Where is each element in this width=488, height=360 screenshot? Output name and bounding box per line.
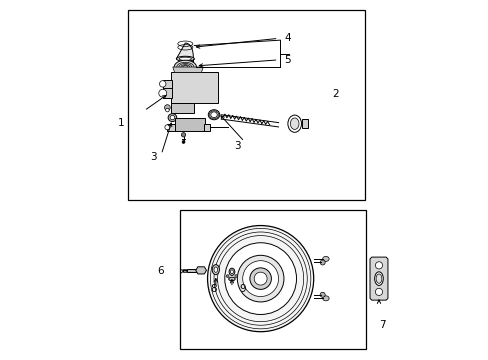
Ellipse shape (208, 110, 219, 120)
Circle shape (181, 133, 185, 137)
Text: 4: 4 (284, 33, 290, 43)
Circle shape (182, 140, 184, 143)
Polygon shape (369, 257, 387, 300)
Bar (128, 10, 364, 200)
Ellipse shape (228, 268, 234, 275)
Polygon shape (195, 267, 206, 274)
Bar (171, 72, 217, 103)
Text: 6: 6 (157, 266, 163, 276)
Circle shape (254, 272, 266, 285)
Circle shape (159, 89, 166, 97)
Text: 3: 3 (234, 141, 240, 151)
Ellipse shape (174, 60, 196, 74)
Text: 8: 8 (210, 284, 217, 294)
Circle shape (164, 125, 169, 130)
Circle shape (164, 105, 170, 111)
Circle shape (249, 268, 271, 289)
Bar (174, 118, 204, 131)
Bar (163, 87, 171, 98)
Ellipse shape (179, 57, 191, 60)
Ellipse shape (228, 277, 235, 281)
Circle shape (234, 275, 237, 278)
Circle shape (237, 255, 284, 302)
Bar (187, 269, 198, 272)
Polygon shape (176, 43, 194, 75)
Circle shape (224, 243, 296, 315)
Text: 1: 1 (117, 118, 124, 128)
Text: 9: 9 (239, 284, 245, 294)
Circle shape (165, 108, 169, 112)
Text: 3: 3 (149, 152, 156, 162)
Ellipse shape (290, 118, 298, 130)
Ellipse shape (170, 116, 174, 120)
Ellipse shape (374, 272, 383, 285)
Circle shape (226, 275, 228, 278)
Ellipse shape (230, 270, 233, 274)
Text: 7: 7 (379, 320, 385, 330)
Circle shape (320, 292, 325, 297)
Ellipse shape (375, 274, 381, 283)
Circle shape (320, 260, 325, 265)
Bar (163, 80, 171, 88)
Ellipse shape (322, 296, 328, 301)
Text: 2: 2 (332, 89, 339, 99)
Circle shape (207, 226, 313, 332)
Circle shape (159, 81, 165, 87)
Ellipse shape (322, 256, 328, 261)
Bar (183, 269, 186, 272)
Ellipse shape (183, 66, 187, 69)
Polygon shape (172, 67, 203, 72)
Bar (171, 103, 194, 113)
Ellipse shape (212, 265, 219, 275)
Circle shape (375, 288, 382, 296)
Ellipse shape (287, 115, 301, 132)
Ellipse shape (214, 267, 217, 273)
Text: 5: 5 (284, 55, 290, 65)
Bar (301, 120, 307, 128)
Bar (167, 124, 175, 131)
Ellipse shape (168, 114, 176, 122)
Ellipse shape (176, 56, 194, 61)
Ellipse shape (210, 112, 217, 118)
Bar (180, 211, 366, 348)
Circle shape (242, 261, 278, 297)
Bar (204, 124, 210, 131)
Circle shape (375, 262, 382, 269)
